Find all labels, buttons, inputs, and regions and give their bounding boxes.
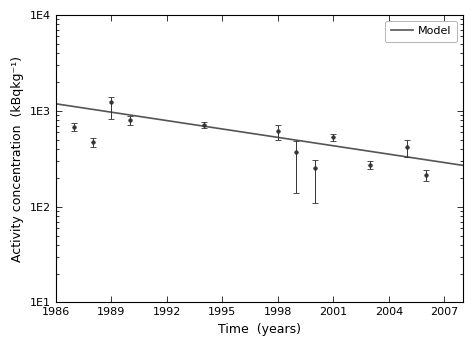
X-axis label: Time  (years): Time (years) [218, 323, 301, 336]
Model [294, 138, 300, 142]
Model [295, 138, 301, 143]
Model [302, 139, 308, 144]
Model [460, 163, 466, 168]
Model [422, 158, 428, 162]
Line: Model: Model [55, 104, 463, 166]
Y-axis label: Activity concentration  (kBqkg⁻¹): Activity concentration (kBqkg⁻¹) [11, 56, 24, 262]
Model [53, 102, 58, 106]
Model [54, 102, 60, 106]
Legend: Model: Model [385, 21, 457, 42]
Model [396, 154, 402, 158]
